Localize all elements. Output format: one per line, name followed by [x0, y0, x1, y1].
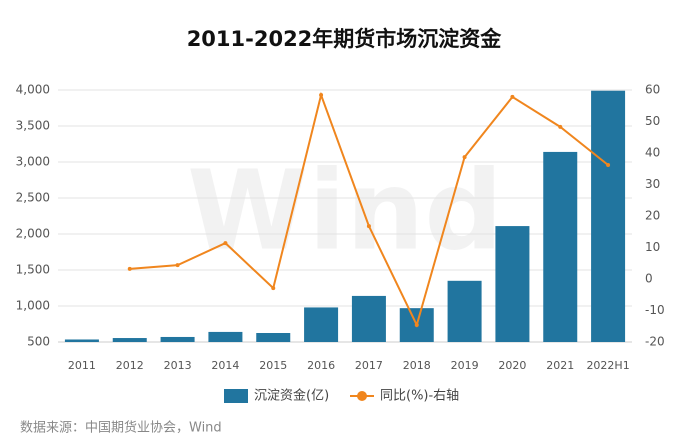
legend-swatch — [224, 389, 248, 403]
x-tick-label: 2020 — [498, 359, 526, 372]
x-tick-label: 2015 — [259, 359, 287, 372]
y-tick-label: 2,000 — [16, 227, 50, 241]
watermark: Wind — [187, 146, 503, 274]
bar — [160, 336, 195, 342]
bar — [447, 280, 482, 342]
y-tick-label: 3,000 — [16, 155, 50, 169]
x-tick-label: 2012 — [116, 359, 144, 372]
y2-tick-label: 50 — [645, 114, 660, 128]
source: 数据来源：中国期货业协会，Wind — [20, 420, 222, 436]
point — [223, 241, 228, 246]
y2-tick-label: 0 — [645, 272, 653, 286]
x-tick-label: 2013 — [164, 359, 192, 372]
bar — [64, 339, 99, 342]
x-tick-label: 2018 — [403, 359, 431, 372]
x-tick-label: 2014 — [211, 359, 239, 372]
point — [462, 155, 467, 160]
chart-title: 2011-2022年期货市场沉淀资金 — [187, 27, 503, 51]
y2-tick-label: -20 — [645, 335, 665, 349]
bar — [304, 307, 339, 342]
y2-tick-label: 30 — [645, 177, 660, 191]
y2-tick-label: 20 — [645, 209, 660, 223]
x-tick-label: 2021 — [546, 359, 574, 372]
x-tick-label: 2022H1 — [586, 359, 629, 372]
point — [127, 266, 132, 271]
legend-label: 同比(%)-右轴 — [380, 389, 459, 404]
x-tick-label: 2016 — [307, 359, 335, 372]
y-tick-label: 3,500 — [16, 119, 50, 133]
point — [414, 322, 419, 327]
point — [510, 94, 515, 99]
x-tick-label: 2011 — [68, 359, 96, 372]
y-tick-label: 2,500 — [16, 191, 50, 205]
bar — [112, 338, 147, 342]
y-tick-label: 4,000 — [16, 83, 50, 97]
point — [366, 224, 371, 229]
legend-label: 沉淀资金(亿) — [254, 388, 329, 404]
y2-tick-label: -10 — [645, 303, 665, 317]
legend-marker — [357, 391, 367, 401]
y2-tick-label: 10 — [645, 240, 660, 254]
bar — [256, 333, 291, 342]
y-tick-label: 500 — [27, 335, 50, 349]
bar — [495, 226, 530, 342]
point — [319, 93, 324, 98]
bar — [543, 151, 578, 342]
y-tick-label: 1,000 — [16, 299, 50, 313]
point — [175, 263, 180, 268]
bar — [208, 331, 243, 342]
point — [558, 124, 563, 129]
x-tick-label: 2017 — [355, 359, 383, 372]
y-tick-label: 1,500 — [16, 263, 50, 277]
bar — [351, 295, 386, 342]
point — [606, 162, 611, 167]
point — [271, 286, 276, 291]
y2-tick-label: 60 — [645, 83, 660, 97]
bar — [591, 90, 626, 342]
y2-tick-label: 40 — [645, 146, 660, 160]
x-tick-label: 2019 — [451, 359, 479, 372]
